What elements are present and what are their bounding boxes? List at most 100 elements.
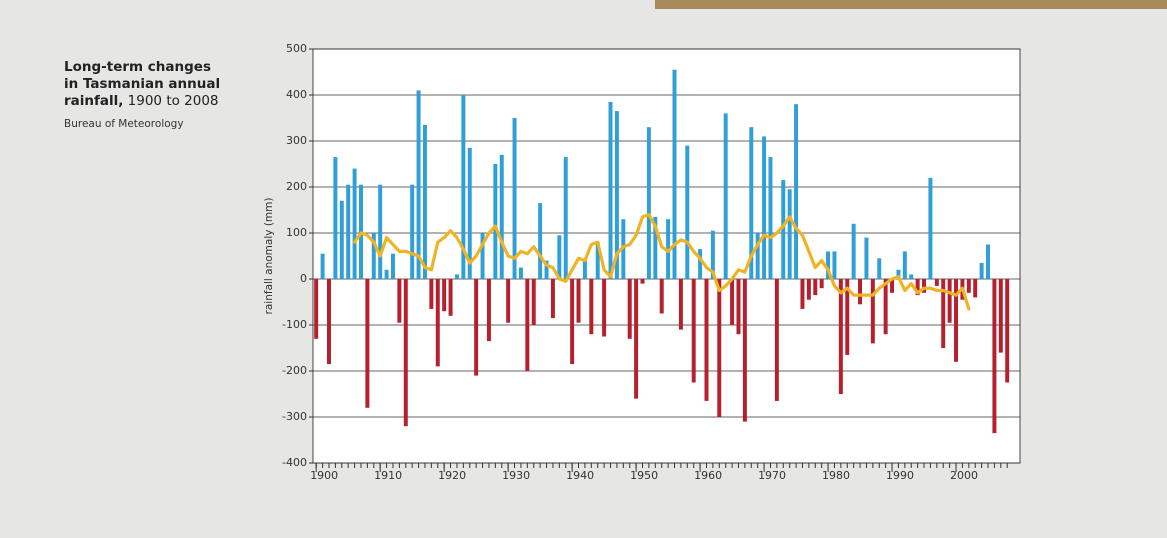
bar [820, 279, 824, 288]
x-tick-label: 1920 [438, 469, 466, 482]
y-axis-label: rainfall anomaly (mm) [263, 198, 275, 315]
bar [973, 279, 977, 297]
chart-title: rainfall, [64, 93, 123, 109]
bar [980, 263, 984, 279]
bar [609, 102, 613, 279]
bar [500, 155, 504, 279]
bar [378, 185, 382, 279]
bar [692, 279, 696, 383]
bar [698, 249, 702, 279]
x-tick-label: 1900 [310, 469, 338, 482]
bar [397, 279, 401, 323]
bar [404, 279, 408, 426]
bar [852, 224, 856, 279]
bar [660, 279, 664, 314]
bar [391, 254, 395, 279]
bar [871, 279, 875, 343]
bar [564, 157, 568, 279]
x-tick-label: 1940 [566, 469, 594, 482]
bar [705, 279, 709, 401]
bar [353, 169, 357, 279]
chart: Long-term changesin Tasmanian annualrain… [0, 0, 1167, 538]
bar [858, 279, 862, 304]
y-tick-label: -400 [282, 456, 307, 469]
bar [730, 279, 734, 325]
bar [794, 104, 798, 279]
y-tick-label: 400 [286, 88, 307, 101]
bar [525, 279, 529, 371]
x-tick-label: 1980 [822, 469, 850, 482]
bar [679, 279, 683, 330]
y-tick-label: 300 [286, 134, 307, 147]
bar [602, 279, 606, 337]
bar [570, 279, 574, 364]
bar [807, 279, 811, 300]
bar [634, 279, 638, 399]
y-tick-label: -100 [282, 318, 307, 331]
x-tick-label: 1950 [630, 469, 658, 482]
bar [410, 185, 414, 279]
bar [948, 279, 952, 323]
bar [436, 279, 440, 366]
x-tick-label: 1960 [694, 469, 722, 482]
bar [346, 185, 350, 279]
bar [832, 251, 836, 279]
y-tick-label: 0 [300, 272, 307, 285]
bar [340, 201, 344, 279]
y-tick-label: 200 [286, 180, 307, 193]
chart-title: Long-term changes [64, 59, 211, 75]
bar [768, 157, 772, 279]
bar [327, 279, 331, 364]
bar [455, 274, 459, 279]
y-tick-label: 100 [286, 226, 307, 239]
chart-title: in Tasmanian annual [64, 76, 220, 92]
bar [788, 189, 792, 279]
bar [506, 279, 510, 323]
bar [928, 178, 932, 279]
bar [429, 279, 433, 309]
bar [423, 125, 427, 279]
bar [884, 279, 888, 334]
bar [903, 251, 907, 279]
bar [864, 238, 868, 279]
bar [474, 279, 478, 376]
bar [589, 279, 593, 334]
bar [717, 279, 721, 417]
x-tick-label: 1930 [502, 469, 530, 482]
bar [314, 279, 318, 339]
photo-strip [655, 0, 1167, 9]
bar [333, 157, 337, 279]
bar [967, 279, 971, 293]
x-tick-label: 1970 [758, 469, 786, 482]
bar [986, 245, 990, 280]
bar [762, 136, 766, 279]
bar [839, 279, 843, 394]
bar [519, 268, 523, 280]
chart-subtitle: 1900 to 2008 [123, 93, 218, 109]
bar [992, 279, 996, 433]
bar [583, 261, 587, 279]
bar [724, 113, 728, 279]
bar [577, 279, 581, 323]
bar [385, 270, 389, 279]
bar [321, 254, 325, 279]
source: Bureau of Meteorology [64, 118, 184, 130]
bar [551, 279, 555, 318]
bar [442, 279, 446, 311]
bar [935, 279, 939, 286]
y-tick-label: -300 [282, 410, 307, 423]
bar [1005, 279, 1009, 383]
bar [532, 279, 536, 325]
x-tick-label: 2000 [950, 469, 978, 482]
y-tick-label: 500 [286, 42, 307, 55]
bar [743, 279, 747, 422]
bar [493, 164, 497, 279]
bar [641, 279, 645, 284]
bar [736, 279, 740, 334]
bar [365, 279, 369, 408]
bar [909, 274, 913, 279]
bar [813, 279, 817, 295]
bar [647, 127, 651, 279]
bar [417, 90, 421, 279]
